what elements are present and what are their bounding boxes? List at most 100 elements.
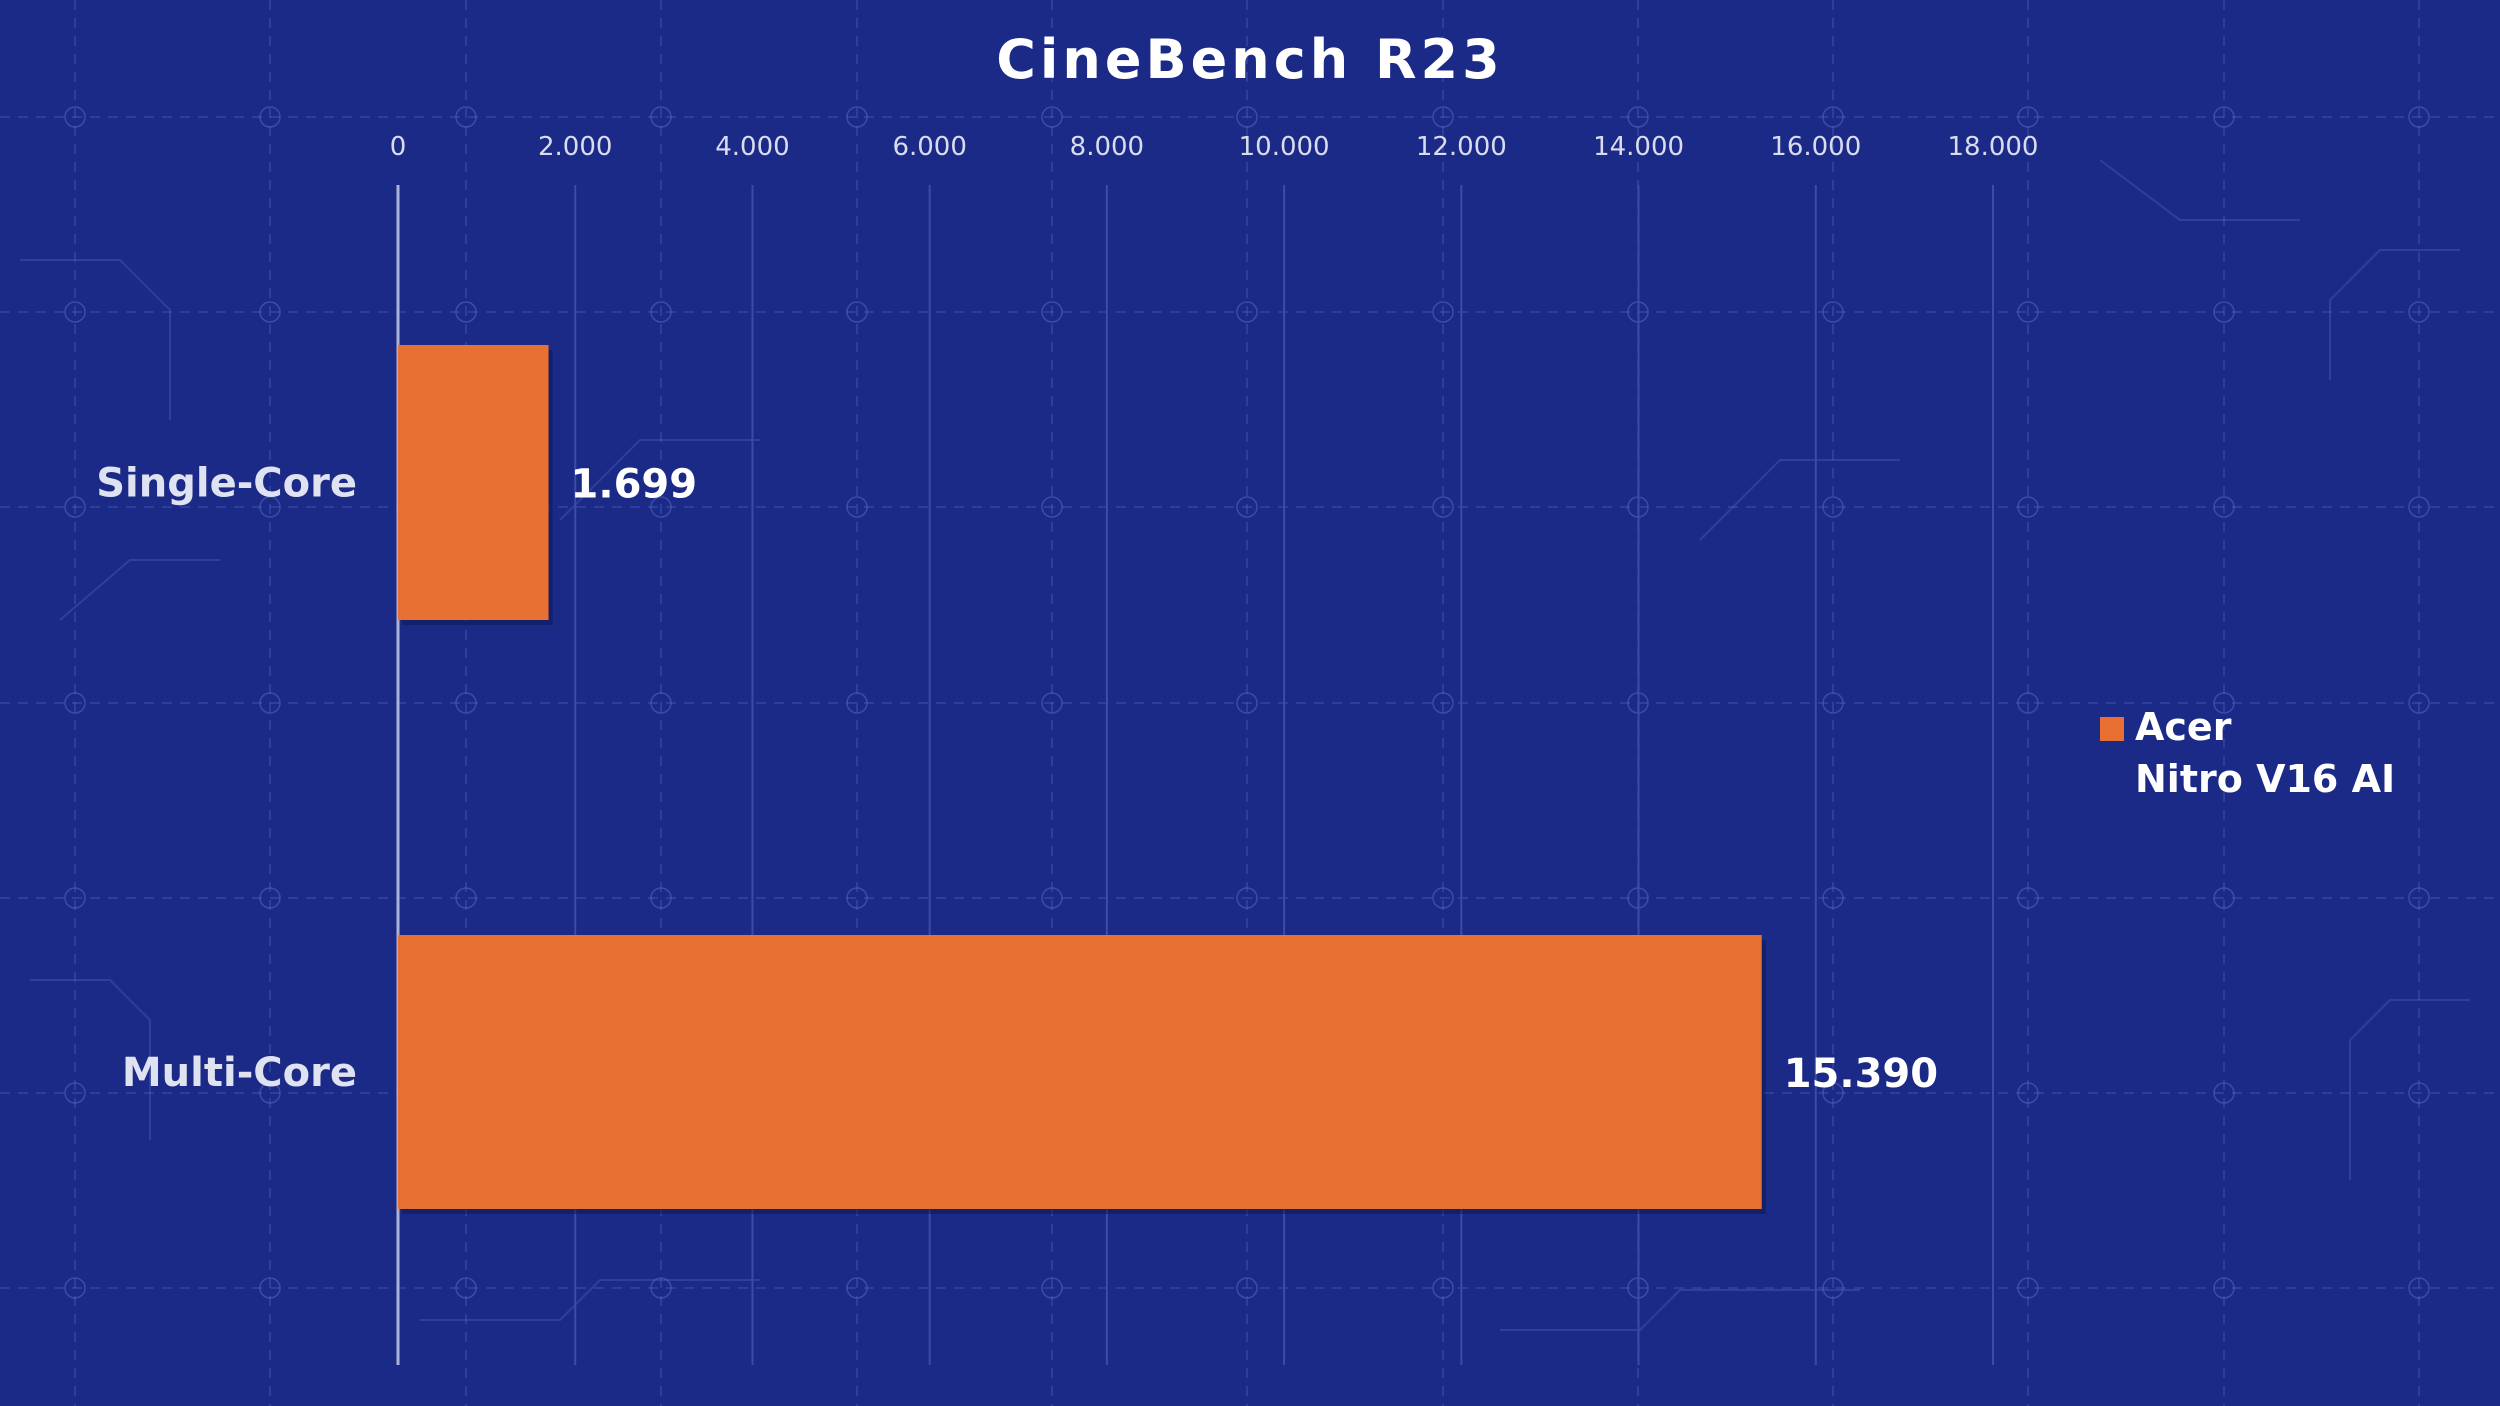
bar-value-label: 15.390 xyxy=(1784,1051,1938,1097)
background-node xyxy=(2213,106,2235,128)
background-node xyxy=(2017,692,2039,714)
background-node xyxy=(1041,106,1063,128)
x-tick-label: 4.000 xyxy=(715,132,789,162)
circuit-trace xyxy=(1500,1289,1860,1331)
background-node xyxy=(2213,1082,2235,1104)
background-node xyxy=(1041,887,1063,909)
background-node xyxy=(64,692,86,714)
background-node xyxy=(259,301,281,323)
background-node xyxy=(846,692,868,714)
circuit-trace xyxy=(2349,999,2470,1180)
background-node xyxy=(1236,106,1258,128)
background-node xyxy=(846,301,868,323)
background-node xyxy=(2408,496,2430,518)
legend-label: Nitro V16 AI xyxy=(2135,757,2395,801)
background-node xyxy=(2408,1277,2430,1299)
x-tick-label: 16.000 xyxy=(1770,132,1861,162)
x-tick-label: 14.000 xyxy=(1593,132,1684,162)
background-node xyxy=(1822,301,1844,323)
background-node xyxy=(2408,887,2430,909)
circuit-trace xyxy=(59,559,220,621)
background-node xyxy=(2213,887,2235,909)
background-node xyxy=(64,106,86,128)
background-node xyxy=(64,301,86,323)
background-node xyxy=(1041,301,1063,323)
background-node xyxy=(1041,496,1063,518)
background-node xyxy=(1041,1277,1063,1299)
background-node xyxy=(64,496,86,518)
background-node xyxy=(455,106,477,128)
circuit-trace xyxy=(30,979,151,1140)
background-node xyxy=(1432,496,1454,518)
x-tick-label: 2.000 xyxy=(538,132,612,162)
background-node xyxy=(455,692,477,714)
background-node xyxy=(846,887,868,909)
x-tick-label: 8.000 xyxy=(1070,132,1144,162)
background-node xyxy=(2408,106,2430,128)
background-node xyxy=(1432,106,1454,128)
legend-swatch xyxy=(2100,717,2124,741)
x-tick-label: 10.000 xyxy=(1239,132,1330,162)
background-node xyxy=(2408,301,2430,323)
circuit-trace xyxy=(1699,459,1900,541)
background-node xyxy=(650,106,672,128)
x-tick-label: 0 xyxy=(390,132,407,162)
background-node xyxy=(455,301,477,323)
bar-single-core xyxy=(398,345,549,620)
background-node xyxy=(1822,1082,1844,1104)
background-node xyxy=(1041,692,1063,714)
background-node xyxy=(259,1277,281,1299)
background-node xyxy=(2017,496,2039,518)
background-node xyxy=(259,106,281,128)
background-node xyxy=(1236,301,1258,323)
bar-value-label: 1.699 xyxy=(571,462,698,508)
background-node xyxy=(650,692,672,714)
chart-title: CineBench R23 xyxy=(996,28,1503,91)
labels: 1.699 Single-Core 15.390 Multi-Core xyxy=(96,461,1938,1098)
bars xyxy=(398,345,1766,1214)
x-tick-label: 6.000 xyxy=(892,132,966,162)
legend-label: Acer xyxy=(2135,705,2232,749)
background-node xyxy=(2213,496,2235,518)
background-node xyxy=(2213,692,2235,714)
background-node xyxy=(1822,106,1844,128)
category-label: Multi-Core xyxy=(122,1050,357,1096)
background-node xyxy=(2213,1277,2235,1299)
circuit-trace xyxy=(20,259,171,420)
background-node xyxy=(2017,301,2039,323)
circuit-trace xyxy=(559,439,760,521)
background-node xyxy=(2408,1082,2430,1104)
background-node xyxy=(64,1277,86,1299)
background-node xyxy=(650,1277,672,1299)
background-node xyxy=(1822,1277,1844,1299)
background-node xyxy=(2017,887,2039,909)
background-node xyxy=(2017,1082,2039,1104)
background-node xyxy=(846,1277,868,1299)
background-node xyxy=(455,1277,477,1299)
background-node xyxy=(1432,887,1454,909)
background-node xyxy=(259,692,281,714)
background-node xyxy=(259,496,281,518)
background-node xyxy=(1236,1277,1258,1299)
bar-multi-core xyxy=(398,935,1762,1209)
background-node xyxy=(1432,301,1454,323)
background-node xyxy=(64,887,86,909)
circuit-trace xyxy=(2099,159,2300,221)
background-node xyxy=(846,496,868,518)
background-node xyxy=(1432,1277,1454,1299)
background-node xyxy=(64,1082,86,1104)
background-node xyxy=(1627,106,1649,128)
circuit-trace xyxy=(2329,249,2460,380)
background-node xyxy=(846,106,868,128)
background-node xyxy=(2408,692,2430,714)
background-node xyxy=(650,496,672,518)
background-node xyxy=(2213,301,2235,323)
category-label: Single-Core xyxy=(96,461,357,507)
x-axis-ticks: 0 2.000 4.000 6.000 8.000 10.000 12.000 14.000 1… xyxy=(390,132,2039,162)
background-node xyxy=(455,887,477,909)
circuit-trace xyxy=(420,1279,760,1321)
background-node xyxy=(650,887,672,909)
